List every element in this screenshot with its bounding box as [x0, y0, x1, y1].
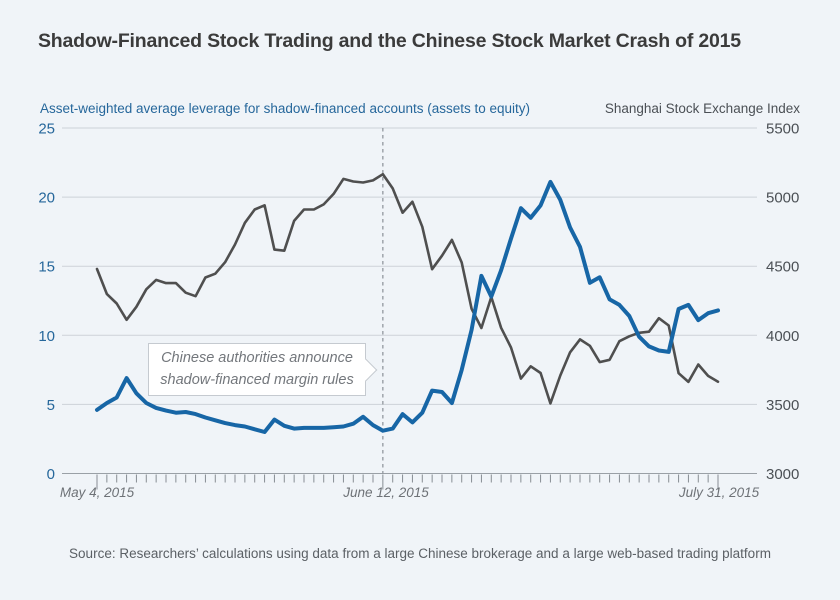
date-label-end: July 31, 2015 — [678, 485, 760, 500]
x-axis-ticks — [96, 474, 719, 490]
page-title: Shadow-Financed Stock Trading and the Ch… — [38, 30, 741, 52]
index-line — [95, 172, 720, 405]
annotation-line-1: Chinese authorities announce — [161, 349, 353, 366]
leverage-line — [95, 179, 720, 434]
source-text: Source: Researchers’ calculations using … — [69, 546, 771, 561]
svg-text:3500: 3500 — [766, 397, 799, 414]
svg-text:0: 0 — [47, 466, 55, 483]
svg-text:20: 20 — [38, 190, 55, 207]
svg-text:4000: 4000 — [766, 328, 799, 345]
right-axis-title: Shanghai Stock Exchange Index — [604, 101, 800, 116]
svg-text:4500: 4500 — [766, 259, 799, 276]
annotation-callout: Chinese authorities announce shadow-fina… — [148, 343, 366, 396]
svg-text:5000: 5000 — [766, 190, 799, 207]
svg-text:25: 25 — [38, 121, 55, 138]
date-label-start: May 4, 2015 — [59, 485, 135, 500]
gridlines — [62, 127, 757, 474]
svg-text:5: 5 — [47, 397, 55, 414]
svg-text:15: 15 — [38, 259, 55, 276]
annotation-line-2: shadow-financed margin rules — [160, 371, 354, 388]
svg-text:10: 10 — [38, 328, 55, 345]
svg-text:5500: 5500 — [766, 121, 799, 138]
axis-tick-labels: 0 3000 5 3500 10 4000 15 4500 20 5000 25 5500 — [38, 121, 799, 484]
left-axis-title: Asset-weighted average leverage for shad… — [40, 101, 531, 116]
date-label-event: June 12, 2015 — [343, 485, 429, 500]
svg-text:3000: 3000 — [766, 466, 799, 483]
